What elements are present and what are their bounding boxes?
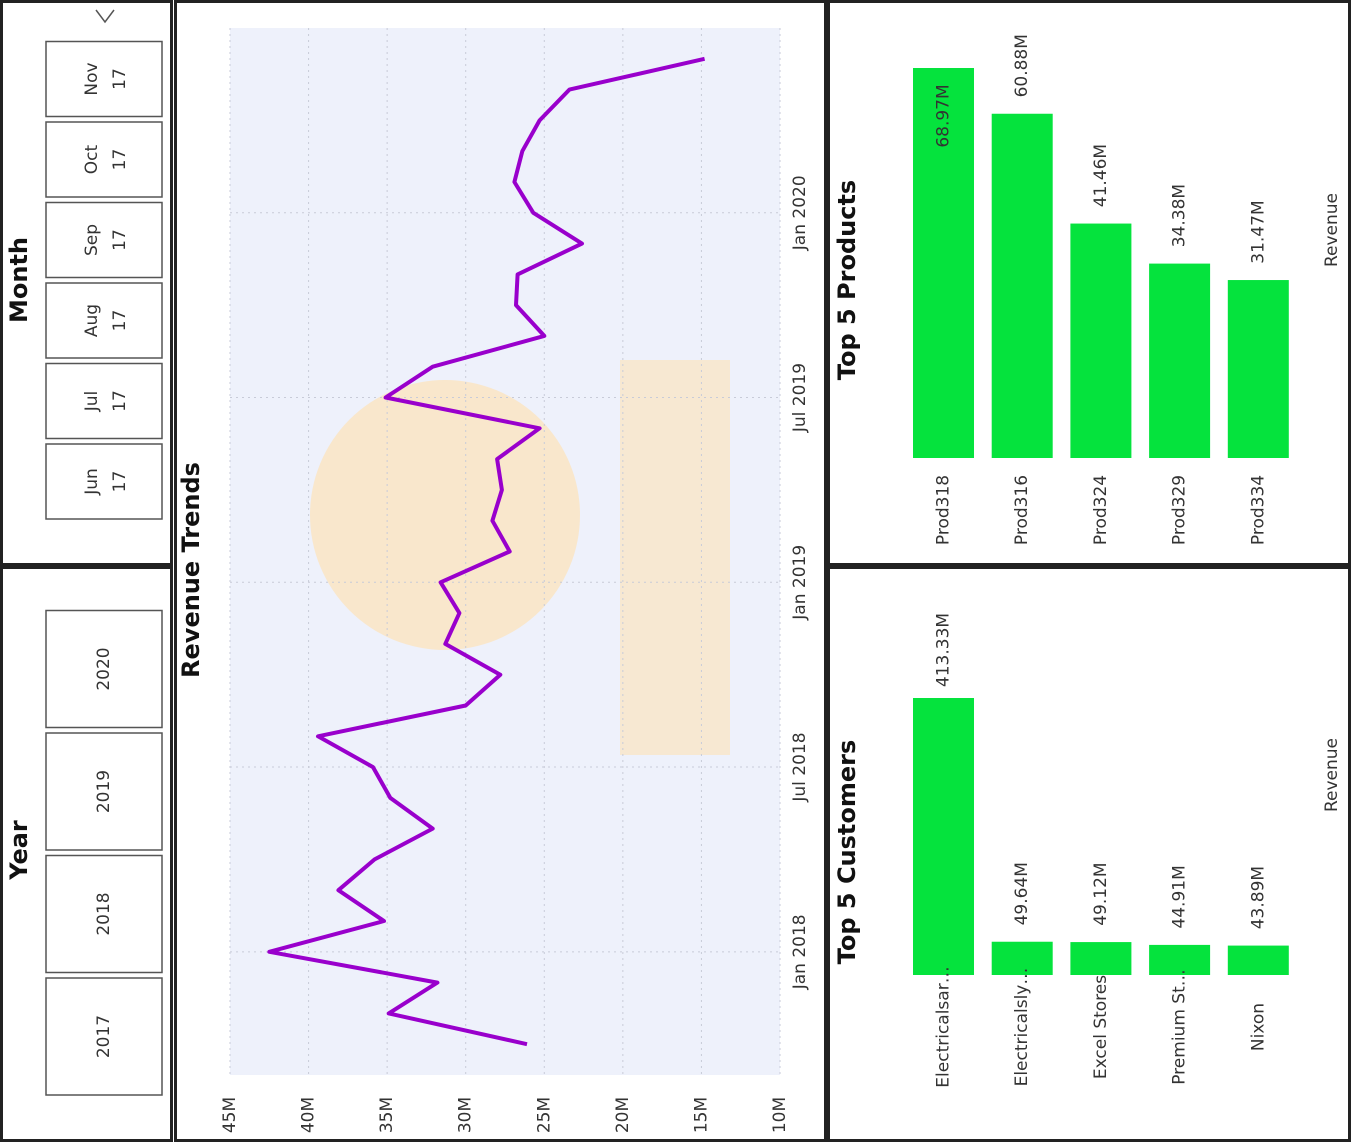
y-tick-label: 30M (456, 1097, 476, 1133)
value-label: 68.97M (934, 84, 954, 147)
value-label: 31.47M (1248, 200, 1268, 263)
slicer-button[interactable] (45, 201, 163, 279)
category-label: Prod316 (1012, 475, 1032, 545)
y-tick-label: 40M (299, 1097, 319, 1133)
products-panel (827, 0, 1351, 566)
year-panel (0, 566, 173, 1142)
slicer-year: 17 (110, 229, 130, 251)
y-tick-label: 45M (220, 1097, 240, 1133)
bar (1227, 945, 1289, 975)
value-label: 43.89M (1248, 866, 1268, 929)
slicer-year: 17 (110, 310, 130, 332)
slicer-year: 17 (110, 471, 130, 493)
month-panel (0, 0, 173, 566)
slicer-button[interactable] (45, 977, 163, 1096)
slicer-year: 17 (110, 68, 130, 90)
revenue-line (267, 56, 706, 1047)
y-tick-label: 25M (534, 1097, 554, 1133)
bar (991, 941, 1053, 975)
x-tick-label: Jan 2018 (790, 914, 810, 990)
slicer-button[interactable] (45, 443, 163, 520)
slicer-item: 2019 (94, 770, 114, 813)
x-tick-label: Jan 2020 (790, 175, 810, 251)
value-label: 49.12M (1091, 862, 1111, 925)
slicer-button[interactable] (45, 362, 163, 440)
value-label: 41.46M (1091, 144, 1111, 207)
slicer-month: Aug (82, 304, 102, 337)
line-panel (174, 0, 827, 1142)
slicer-year: 17 (110, 149, 130, 171)
slicer-item: 2020 (94, 647, 114, 690)
slicer-month: Jul (82, 391, 102, 413)
slicer-button[interactable] (45, 40, 163, 118)
bar (1149, 263, 1211, 458)
bar (1070, 942, 1132, 975)
chart-title: Top 5 Products (833, 180, 861, 380)
slicer-button[interactable] (45, 609, 163, 729)
x-tick-label: Jul 2018 (790, 732, 810, 802)
scroll-chevron[interactable] (95, 9, 115, 24)
slicer-month: Nov (82, 62, 102, 95)
category-label: Nixon (1248, 1003, 1268, 1051)
value-label: 413.33M (934, 613, 954, 687)
chart-title: Top 5 Customers (833, 740, 861, 965)
category-label: Electricalsar… (934, 966, 954, 1087)
slicer-month: Sep (82, 224, 102, 256)
y-tick-label: 20M (613, 1097, 633, 1133)
slicer-button[interactable] (45, 121, 163, 198)
bar (913, 68, 974, 458)
value-label: 44.91M (1170, 865, 1190, 928)
category-label: Electricalsly… (1012, 968, 1032, 1087)
category-label: Premium St… (1170, 969, 1190, 1085)
value-label: 49.64M (1012, 862, 1032, 925)
bar (1149, 944, 1211, 975)
slicer-item: 2017 (94, 1015, 114, 1058)
slicer-button[interactable] (45, 854, 163, 974)
category-label: Prod334 (1248, 475, 1268, 545)
bar (913, 698, 974, 975)
bar (991, 113, 1053, 459)
x-tick-label: Jul 2019 (790, 363, 810, 433)
y-tick-label: 10M (770, 1097, 790, 1133)
y-tick-label: 35M (377, 1097, 397, 1133)
bar (1227, 280, 1289, 458)
category-label: Excel Stores (1091, 975, 1111, 1079)
background-decor (620, 360, 730, 755)
axis-label: Revenue (1322, 193, 1342, 267)
category-label: Prod324 (1091, 475, 1111, 545)
slicer-button[interactable] (45, 282, 163, 359)
slicer-month: Oct (82, 144, 102, 174)
y-tick-label: 15M (691, 1097, 711, 1133)
category-label: Prod329 (1170, 475, 1190, 545)
x-tick-label: Jan 2019 (790, 545, 810, 621)
value-label: 34.38M (1170, 184, 1190, 247)
background-decor (310, 380, 580, 650)
customers-panel (827, 566, 1351, 1142)
value-label: 60.88M (1012, 34, 1032, 97)
slicer-year: 17 (110, 390, 130, 412)
slicer-title: Month (5, 237, 33, 323)
slicer-item: 2018 (94, 892, 114, 935)
axis-label: Revenue (1322, 738, 1342, 812)
chart-title: Revenue Trends (177, 462, 205, 678)
slicer-button[interactable] (45, 732, 163, 851)
category-label: Prod318 (934, 475, 954, 545)
slicer-title: Year (5, 820, 33, 881)
slicer-month: Jun (82, 468, 102, 496)
bar (1070, 223, 1132, 458)
